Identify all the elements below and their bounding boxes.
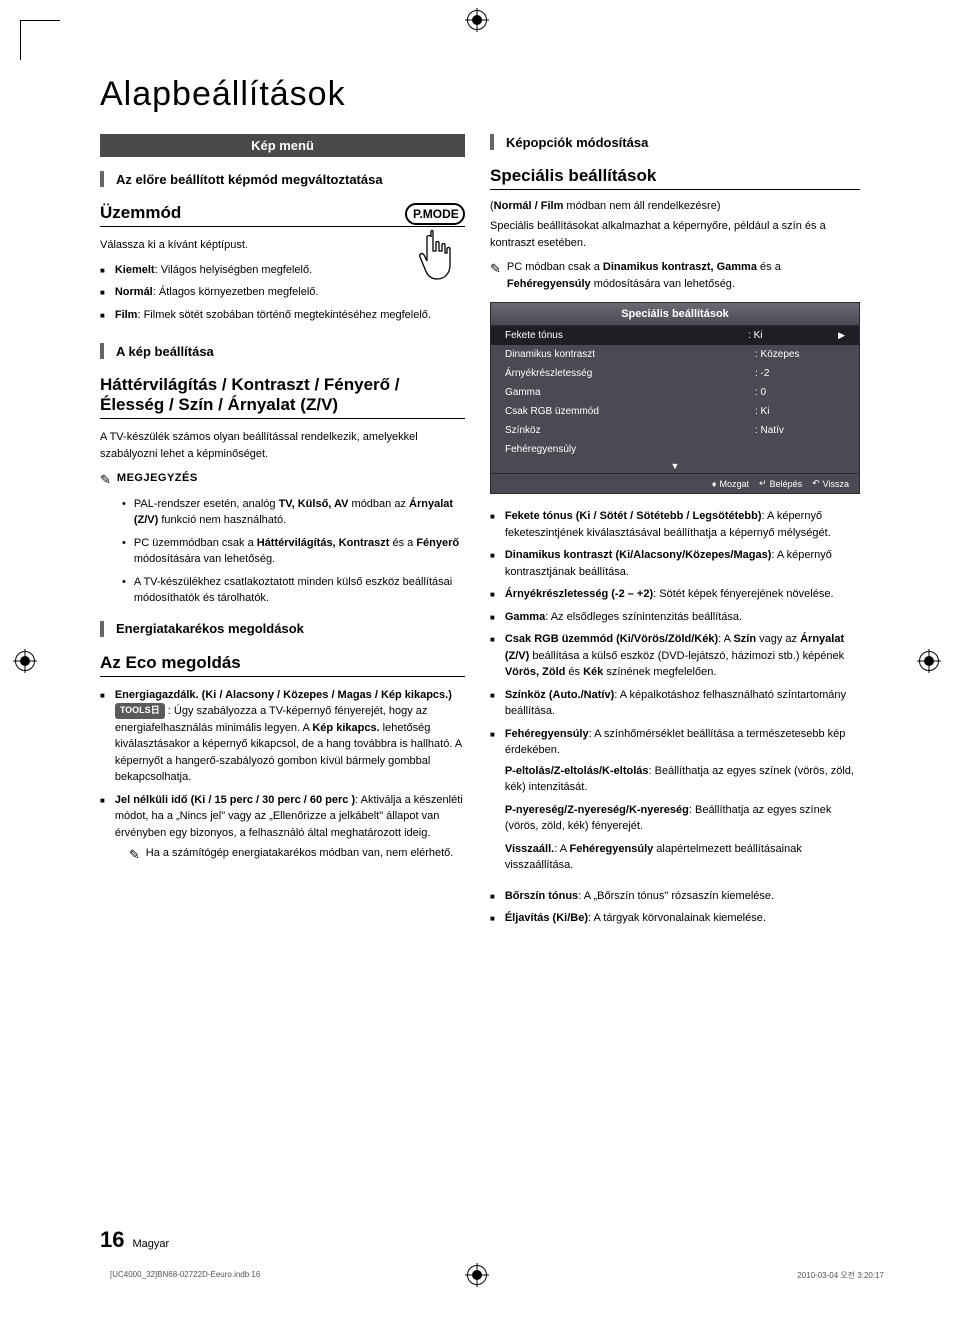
- adjust-heading: Háttérvilágítás / Kontraszt / Fényerő / …: [100, 375, 465, 419]
- list-item: Jel nélküli idő (Ki / 15 perc / 30 perc …: [100, 792, 465, 865]
- list-item: Normál: Átlagos környezetben megfelelő.: [100, 284, 395, 301]
- list-item: Fekete tónus (Ki / Sötét / Sötétebb / Le…: [490, 508, 860, 541]
- section-heading: Az előre beállított képmód megváltoztatá…: [100, 171, 465, 187]
- page-title: Alapbeállítások: [100, 75, 860, 114]
- chevron-right-icon: ▶: [838, 330, 845, 341]
- section-heading: A kép beállítása: [100, 343, 465, 359]
- tools-badge: TOOLS日: [115, 703, 165, 719]
- list-item: Csak RGB üzemmód (Ki/Vörös/Zöld/Kék): A …: [490, 631, 860, 681]
- remote-illustration: P.MODE: [405, 203, 465, 283]
- spec-intro: Speciális beállításokat alkalmazhat a ké…: [490, 218, 860, 251]
- spec-heading: Speciális beállítások: [490, 166, 860, 190]
- osd-menu-row: Árnyékrészletesség: -2: [491, 364, 859, 383]
- list-item: Gamma: Az elsődleges színintenzitás beál…: [490, 609, 860, 626]
- pmode-button-label: P.MODE: [405, 203, 465, 225]
- move-hint: ♦Mozgat: [712, 478, 749, 489]
- osd-menu-title: Speciális beállítások: [491, 303, 859, 326]
- return-hint: ↶Vissza: [812, 478, 849, 489]
- osd-menu-row: Csak RGB üzemmód: Ki: [491, 402, 859, 421]
- registration-mark: [467, 10, 487, 30]
- list-item: Kiemelt: Világos helyiségben megfelelő.: [100, 262, 395, 279]
- return-icon: ↶: [812, 478, 820, 489]
- osd-menu-panel: Speciális beállítások Fekete tónus: Ki▶D…: [490, 302, 860, 494]
- crop-mark: [20, 20, 60, 60]
- list-item: Színköz (Auto./Natív): A képalkotáshoz f…: [490, 687, 860, 720]
- list-item: Éljavítás (Ki/Be): A tárgyak körvonalain…: [490, 910, 860, 927]
- scroll-down-indicator: ▼: [491, 459, 859, 473]
- footer-file: [UC4000_32]BN68-02722D-Eeuro.indb 16: [110, 1270, 260, 1281]
- note-icon: ✎: [100, 470, 111, 490]
- list-item: Energiagazdálk. (Ki / Alacsony / Közepes…: [100, 687, 465, 786]
- enter-icon: ↵: [759, 478, 767, 489]
- note-label: ✎ MEGJEGYZÉS: [100, 470, 465, 490]
- list-item: A TV-készülékhez csatlakoztatott minden …: [122, 574, 465, 607]
- osd-menu-row: Gamma: 0: [491, 383, 859, 402]
- list-item: Árnyékrészletesség (-2 – +2): Sötét képe…: [490, 586, 860, 603]
- list-item: Fehéregyensúly: A színhőmérséklet beállí…: [490, 726, 860, 882]
- osd-menu-footer: ♦Mozgat ↵Belépés ↶Vissza: [491, 473, 859, 493]
- print-footer: [UC4000_32]BN68-02722D-Eeuro.indb 16 201…: [110, 1270, 884, 1281]
- list-item: Dinamikus kontraszt (Ki/Alacsony/Közepes…: [490, 547, 860, 580]
- note-line: ✎ PC módban csak a Dinamikus kontraszt, …: [490, 259, 860, 292]
- registration-mark: [919, 651, 939, 671]
- eco-heading: Az Eco megoldás: [100, 653, 465, 677]
- note-icon: ✎: [129, 845, 140, 865]
- osd-menu-row: Dinamikus kontraszt: Közepes: [491, 345, 859, 364]
- list-item: PC üzemmódban csak a Háttérvilágítás, Ko…: [122, 535, 465, 568]
- hand-icon: [413, 229, 457, 283]
- section-heading: Energiatakarékos megoldások: [100, 621, 465, 637]
- osd-menu-row: Színköz: Natív: [491, 421, 859, 440]
- registration-mark: [15, 651, 35, 671]
- enter-hint: ↵Belépés: [759, 478, 802, 489]
- osd-menu-row: Fekete tónus: Ki▶: [491, 326, 859, 345]
- list-item: PAL-rendszer esetén, analóg TV, Külső, A…: [122, 496, 465, 529]
- footer-date: 2010-03-04 오전 3:20:17: [797, 1270, 884, 1281]
- note-icon: ✎: [490, 259, 501, 279]
- menu-banner: Kép menü: [100, 134, 465, 157]
- osd-menu-row: Fehéregyensúly: [491, 440, 859, 459]
- list-item: Bőrszín tónus: A „Bőrszín tónus" rózsasz…: [490, 888, 860, 905]
- page-number: 16Magyar: [100, 1227, 169, 1253]
- adjust-intro: A TV-készülék számos olyan beállítással …: [100, 429, 465, 462]
- section-heading: Képopciók módosítása: [490, 134, 860, 150]
- updown-icon: ♦: [712, 479, 717, 489]
- paren-note: (Normál / Film módban nem áll rendelkezé…: [490, 200, 860, 212]
- list-item: Film: Filmek sötét szobában történő megt…: [100, 307, 465, 324]
